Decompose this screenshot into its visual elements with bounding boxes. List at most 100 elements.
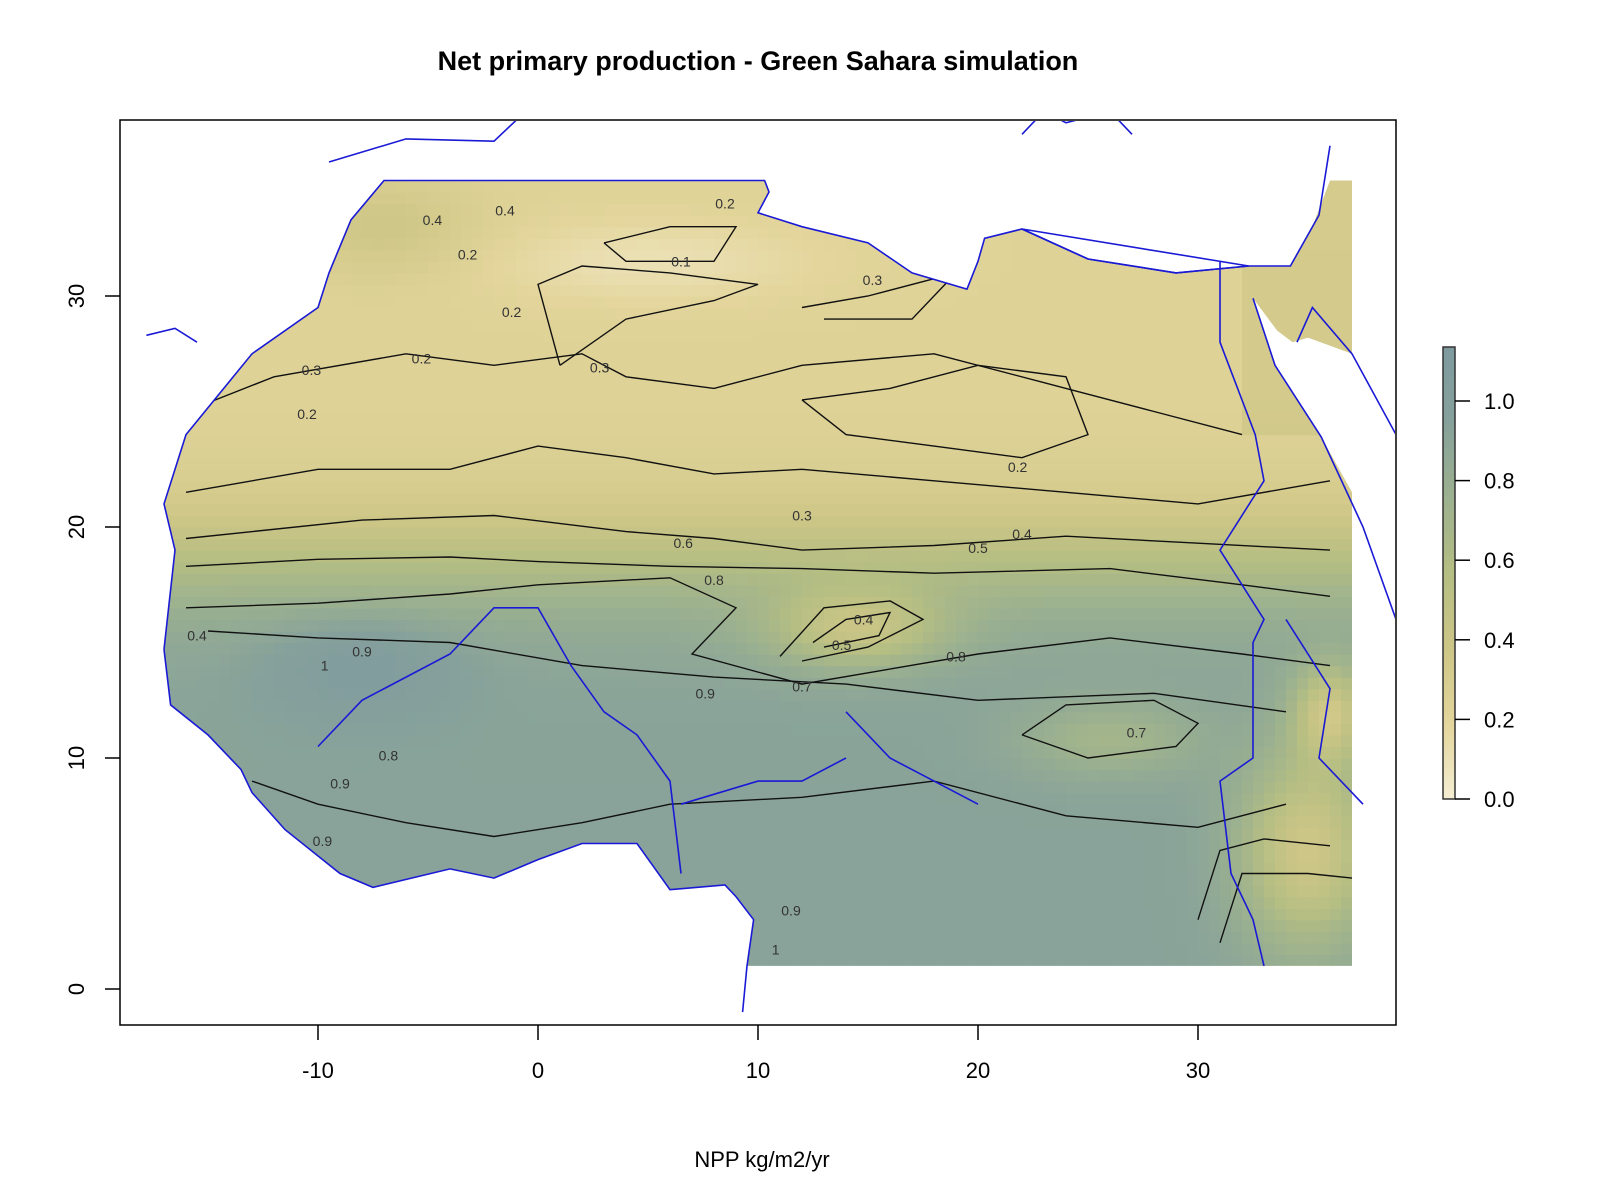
npp-cell <box>219 457 231 470</box>
npp-cell <box>670 769 682 782</box>
npp-cell <box>263 434 275 447</box>
npp-cell <box>362 561 374 574</box>
npp-cell <box>516 561 528 574</box>
npp-cell <box>725 931 737 944</box>
npp-cell <box>846 457 858 470</box>
npp-cell <box>1022 862 1034 875</box>
npp-cell <box>1176 769 1188 782</box>
npp-cell <box>1154 434 1166 447</box>
npp-cell <box>340 792 352 805</box>
npp-cell <box>384 850 396 863</box>
npp-cell <box>219 815 231 828</box>
npp-cell <box>186 550 198 563</box>
npp-cell <box>450 896 462 909</box>
npp-cell <box>373 931 385 944</box>
npp-cell <box>494 919 506 932</box>
npp-cell <box>549 908 561 921</box>
npp-cell <box>417 908 429 921</box>
npp-cell <box>252 734 264 748</box>
npp-cell <box>1055 688 1067 701</box>
npp-cell <box>428 919 440 932</box>
npp-cell <box>384 908 396 921</box>
npp-cell <box>1033 457 1045 470</box>
npp-cell <box>846 654 858 667</box>
npp-cell <box>978 885 990 898</box>
npp-cell <box>868 954 880 966</box>
npp-cell <box>1319 573 1331 586</box>
npp-cell <box>846 688 858 701</box>
npp-cell <box>527 954 539 966</box>
npp-cell <box>1308 654 1320 667</box>
npp-cell <box>945 550 957 563</box>
npp-cell <box>703 642 715 655</box>
npp-cell <box>901 596 913 609</box>
npp-cell <box>527 746 539 759</box>
npp-cell <box>219 515 231 528</box>
npp-cell <box>692 538 704 551</box>
npp-cell <box>670 711 682 724</box>
npp-cell <box>1341 631 1352 644</box>
npp-cell <box>1000 596 1012 609</box>
npp-cell <box>692 434 704 447</box>
npp-cell <box>1165 665 1177 678</box>
npp-cell <box>901 942 913 955</box>
npp-cell <box>791 734 803 748</box>
npp-cell <box>296 457 308 470</box>
npp-cell <box>934 769 946 782</box>
npp-cell <box>824 688 836 701</box>
npp-cell <box>681 700 693 713</box>
npp-cell <box>923 573 935 586</box>
npp-cell <box>890 804 902 817</box>
npp-cell <box>604 480 616 493</box>
npp-cell <box>373 434 385 447</box>
npp-cell <box>912 492 924 505</box>
npp-cell <box>879 792 891 805</box>
npp-cell <box>351 423 363 436</box>
npp-cell <box>1121 503 1133 517</box>
npp-cell <box>1154 862 1166 875</box>
npp-cell <box>1198 838 1210 852</box>
npp-cell <box>1121 631 1133 644</box>
npp-cell <box>351 942 363 955</box>
npp-cell <box>1077 815 1089 828</box>
npp-cell <box>736 734 748 748</box>
npp-cell <box>824 550 836 563</box>
npp-cell <box>230 584 242 597</box>
npp-cell <box>1033 908 1045 921</box>
npp-cell <box>1253 942 1265 955</box>
npp-cell <box>1044 538 1056 551</box>
npp-cell <box>956 642 968 655</box>
npp-cell <box>252 746 264 759</box>
npp-cell <box>637 873 649 886</box>
npp-cell <box>186 503 198 517</box>
npp-cell <box>1033 573 1045 586</box>
npp-cell <box>879 954 891 966</box>
npp-cell <box>1341 885 1352 898</box>
npp-cell <box>1088 538 1100 551</box>
npp-cell <box>1033 838 1045 852</box>
npp-cell <box>274 561 286 574</box>
npp-cell <box>1341 573 1352 586</box>
npp-cell <box>1275 908 1287 921</box>
npp-cell <box>945 480 957 493</box>
npp-cell <box>1143 619 1155 632</box>
npp-cell <box>1022 677 1034 690</box>
npp-cell <box>373 723 385 736</box>
npp-cell <box>472 885 484 898</box>
npp-cell <box>318 607 330 620</box>
npp-cell <box>681 758 693 771</box>
npp-cell <box>417 827 429 840</box>
npp-cell <box>692 446 704 459</box>
npp-cell <box>1022 607 1034 620</box>
npp-cell <box>1011 550 1023 563</box>
npp-cell <box>978 769 990 782</box>
npp-cell <box>1308 607 1320 620</box>
npp-cell <box>1033 711 1045 724</box>
npp-cell <box>1143 503 1155 517</box>
npp-cell <box>714 838 726 852</box>
npp-cell <box>450 665 462 678</box>
npp-cell <box>681 469 693 482</box>
npp-cell <box>1319 862 1331 875</box>
npp-cell <box>956 677 968 690</box>
npp-cell <box>1143 700 1155 713</box>
